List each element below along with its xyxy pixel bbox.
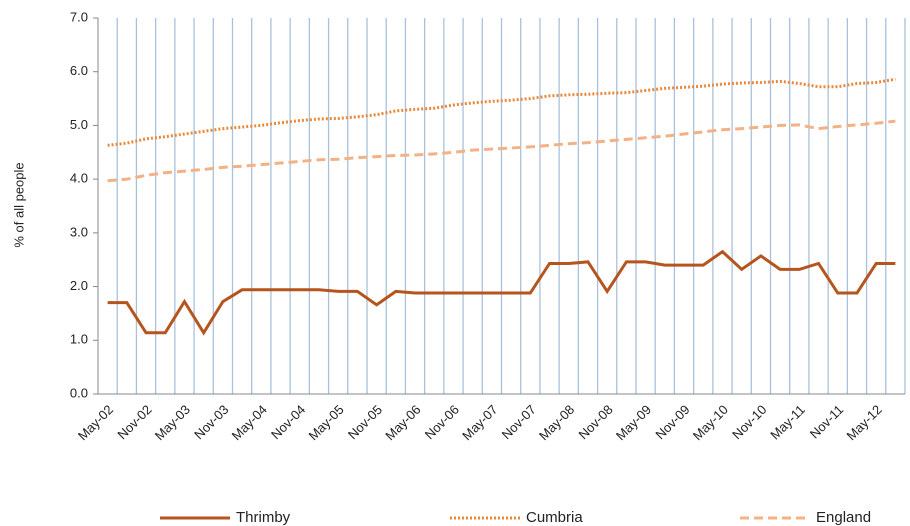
x-tick-label: Nov-09 — [652, 402, 692, 442]
x-tick-label: May-11 — [767, 402, 808, 443]
x-tick-label: Nov-06 — [422, 402, 462, 442]
x-tick-label: Nov-10 — [729, 402, 769, 442]
x-tick-label: May-02 — [75, 402, 116, 443]
y-tick-label: 3.0 — [70, 224, 88, 239]
legend-label: Cumbria — [526, 509, 583, 526]
x-tick-label: May-08 — [536, 402, 577, 443]
y-tick-label: 4.0 — [70, 171, 88, 186]
x-tick-label: May-05 — [305, 402, 346, 443]
y-tick-label: 1.0 — [70, 332, 88, 347]
y-tick-label: 7.0 — [70, 9, 88, 24]
series-line — [107, 77, 896, 147]
y-tick-label: 0.0 — [70, 385, 88, 400]
x-tick-label: May-09 — [613, 402, 654, 443]
x-tick-label: Nov-11 — [807, 402, 847, 442]
x-tick-label: May-03 — [152, 402, 193, 443]
series-line — [107, 249, 896, 336]
x-tick-label: May-07 — [459, 402, 500, 443]
x-tick-label: Nov-04 — [268, 402, 308, 442]
x-tick-label: Nov-02 — [114, 402, 154, 442]
legend-label: England — [816, 509, 871, 526]
x-tick-label: May-12 — [843, 402, 884, 443]
series-line — [107, 119, 896, 183]
x-tick-label: Nov-03 — [191, 402, 231, 442]
x-tick-label: May-06 — [382, 402, 423, 443]
y-tick-label: 6.0 — [70, 63, 88, 78]
x-tick-label: Nov-07 — [499, 402, 539, 442]
legend-label: Thrimby — [236, 509, 291, 526]
y-axis-label: % of all people — [11, 162, 26, 247]
y-tick-label: 2.0 — [70, 278, 88, 293]
y-tick-label: 5.0 — [70, 117, 88, 132]
x-tick-label: Nov-08 — [575, 402, 615, 442]
x-tick-label: May-10 — [690, 402, 731, 443]
x-tick-label: Nov-05 — [345, 402, 385, 442]
x-tick-label: May-04 — [229, 402, 270, 443]
